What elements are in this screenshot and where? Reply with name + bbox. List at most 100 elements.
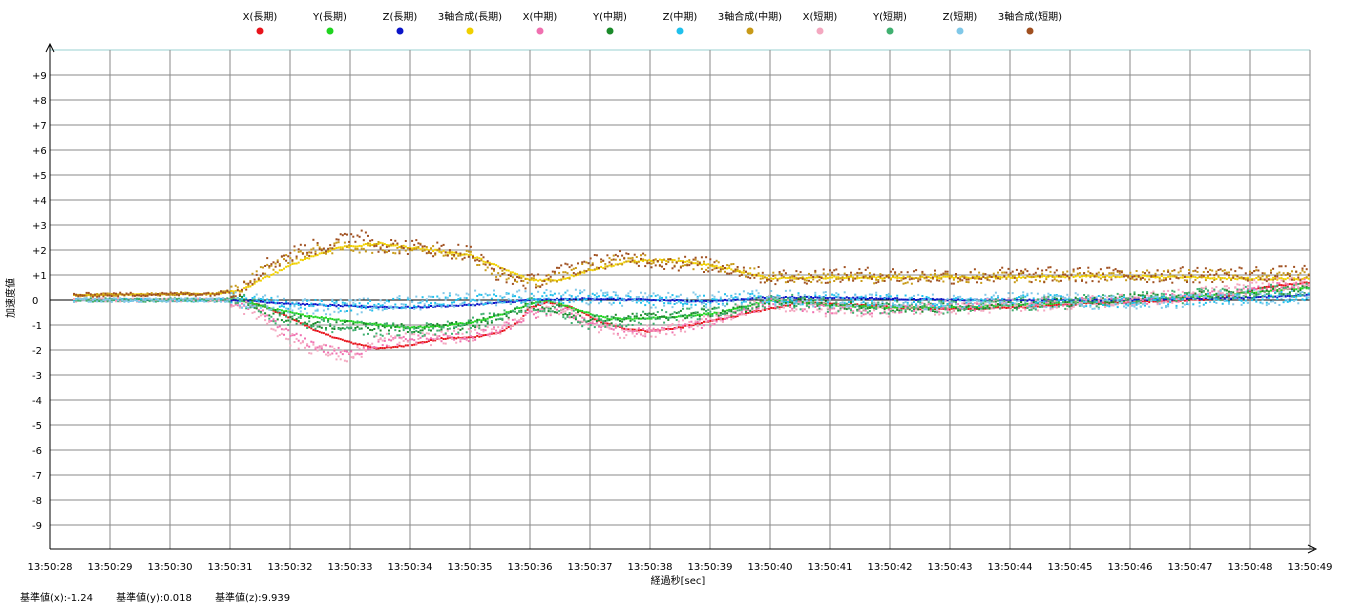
data-point [721, 317, 724, 320]
data-point [425, 306, 428, 309]
data-point [497, 265, 500, 268]
data-point [417, 246, 420, 248]
data-point [528, 306, 531, 309]
data-point [1202, 297, 1205, 300]
data-point [831, 303, 834, 306]
data-point [614, 326, 617, 329]
data-point [1249, 290, 1251, 293]
data-point [1213, 293, 1216, 296]
data-point [1293, 296, 1296, 299]
data-point [1169, 272, 1172, 275]
legend-marker [676, 27, 684, 35]
data-point [335, 358, 338, 361]
data-point [868, 297, 871, 299]
data-point [1131, 302, 1134, 304]
data-point [295, 312, 298, 315]
data-point [667, 328, 670, 331]
data-point [289, 303, 292, 306]
data-point [616, 298, 619, 301]
data-point [266, 275, 269, 278]
chart-grid [50, 49, 1311, 549]
data-point [350, 245, 353, 247]
data-point [1123, 300, 1125, 303]
data-point [543, 278, 546, 281]
data-point [322, 317, 325, 320]
data-point [537, 299, 540, 302]
data-point [574, 315, 577, 318]
data-point [358, 321, 361, 324]
data-point [679, 301, 682, 304]
data-point [333, 304, 336, 307]
data-point [469, 322, 472, 324]
data-point [879, 305, 882, 308]
data-point [1156, 293, 1159, 296]
data-point [400, 337, 403, 340]
data-point [1078, 272, 1081, 275]
data-point [472, 339, 474, 342]
data-point [541, 306, 544, 309]
data-point [904, 294, 907, 297]
data-point [707, 263, 710, 266]
data-point [856, 277, 859, 280]
data-point [1255, 277, 1258, 279]
data-point [316, 303, 319, 306]
data-point [703, 308, 705, 311]
data-point [682, 314, 684, 317]
data-point [495, 329, 498, 332]
data-point [629, 317, 632, 320]
data-point [906, 281, 909, 284]
data-point [860, 276, 863, 279]
data-point [553, 298, 556, 301]
data-point [595, 268, 598, 271]
data-point [1091, 302, 1094, 305]
data-point [1244, 277, 1247, 280]
data-point [831, 297, 834, 300]
data-point [488, 301, 491, 304]
data-point [543, 302, 546, 305]
data-point [463, 301, 466, 304]
data-point [377, 241, 380, 243]
data-point [988, 279, 991, 282]
data-point [732, 306, 735, 309]
legend-marker [1026, 27, 1034, 35]
data-point [1286, 300, 1289, 303]
data-point [556, 280, 558, 283]
data-point [272, 312, 275, 315]
data-point [925, 279, 928, 282]
data-point [465, 249, 468, 252]
data-point [1183, 295, 1186, 297]
data-point [343, 339, 346, 342]
legend-marker [816, 27, 824, 35]
data-point [873, 282, 876, 285]
data-point [398, 329, 401, 332]
data-point [940, 305, 943, 307]
data-point [1297, 273, 1300, 276]
data-point [406, 326, 409, 329]
data-point [472, 256, 474, 259]
data-point [385, 325, 388, 328]
data-point [421, 326, 424, 329]
data-point [165, 298, 168, 301]
data-point [610, 322, 613, 325]
data-point [595, 320, 598, 322]
data-point [556, 308, 558, 311]
data-point [896, 297, 899, 300]
data-point [864, 296, 867, 299]
data-point [91, 293, 94, 296]
data-point [595, 266, 598, 269]
data-point [864, 305, 867, 308]
data-point [348, 244, 351, 247]
data-point [425, 248, 428, 251]
data-point [1072, 304, 1075, 307]
data-point [973, 277, 976, 280]
data-point [671, 328, 674, 330]
data-point [1146, 269, 1149, 272]
data-point [1232, 274, 1235, 277]
data-point [822, 272, 825, 275]
data-point [610, 265, 613, 268]
data-point [646, 298, 649, 301]
data-point [860, 303, 863, 306]
data-point [864, 302, 867, 305]
data-point [476, 318, 479, 321]
data-point [1095, 298, 1098, 301]
